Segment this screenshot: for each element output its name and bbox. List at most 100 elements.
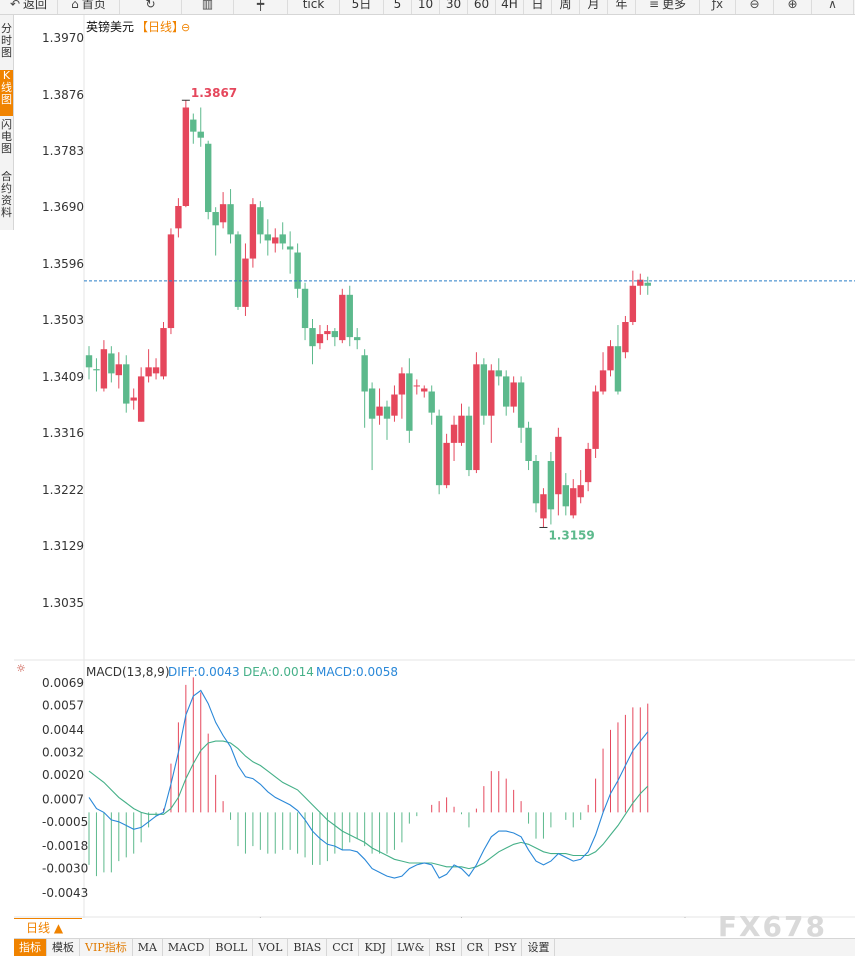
indicator-9[interactable]: KDJ bbox=[359, 939, 392, 956]
candle-body bbox=[532, 460, 540, 504]
sidebar-item-0[interactable]: 分时图 bbox=[1, 23, 12, 59]
toolbar-button-19[interactable]: ⊕ bbox=[774, 0, 812, 14]
indicator-5[interactable]: BOLL bbox=[210, 939, 254, 956]
candle-body bbox=[391, 394, 398, 416]
collapse-icon: ∧ bbox=[828, 0, 837, 11]
candle-body bbox=[346, 294, 353, 338]
indicator-7[interactable]: BIAS bbox=[288, 939, 328, 956]
candlestick-icon: ┿ bbox=[256, 0, 265, 11]
toolbar-button-4[interactable]: ┿ bbox=[234, 0, 288, 14]
candle-body bbox=[450, 424, 458, 443]
price-tick-label: 1.3596 bbox=[42, 257, 84, 271]
price-tick-label: 1.3035 bbox=[42, 596, 84, 610]
toolbar-label: 5 bbox=[393, 0, 402, 11]
candle-body bbox=[227, 204, 234, 235]
macd-tick-label: -0.0018 bbox=[42, 839, 88, 853]
price-tick-label: 1.3970 bbox=[42, 31, 84, 45]
candle-body bbox=[286, 246, 294, 250]
indicator-0[interactable]: 指标 bbox=[14, 939, 47, 956]
toolbar-button-13[interactable]: 周 bbox=[552, 0, 580, 14]
indicator-3[interactable]: MA bbox=[133, 939, 163, 956]
toolbar-button-15[interactable]: 年 bbox=[608, 0, 636, 14]
indicator-1[interactable]: 模板 bbox=[47, 939, 80, 956]
candle-body bbox=[212, 212, 219, 226]
toolbar-button-6[interactable]: 5日 bbox=[340, 0, 384, 14]
candle-body bbox=[607, 346, 614, 371]
period-tab-daily[interactable]: 日线 ▲ bbox=[14, 918, 82, 937]
toolbar-button-18[interactable]: ⊖ bbox=[736, 0, 774, 14]
indicator-13[interactable]: PSY bbox=[489, 939, 523, 956]
candle-body bbox=[309, 328, 316, 347]
candle-body bbox=[443, 442, 450, 486]
period-label: 【日线】 bbox=[136, 20, 184, 34]
toolbar-button-14[interactable]: 月 bbox=[580, 0, 608, 14]
symbol-title: 英镑美元 bbox=[86, 19, 134, 34]
candle-body bbox=[599, 370, 607, 392]
toolbar-button-2[interactable]: ↻ bbox=[120, 0, 182, 14]
toolbar-button-5[interactable]: tick bbox=[288, 0, 340, 14]
price-tick-label: 1.3409 bbox=[42, 370, 84, 384]
toolbar-button-3[interactable]: ▥ bbox=[182, 0, 234, 14]
candle-body bbox=[182, 107, 190, 206]
top-toolbar: ↶ 返回 ⌂ 首页 ↻ ▥ ┿ tick 5日 5 10 30 60 4H 日周月年 ≡ 更多 ƒx ⊖ ⊕ ∧ bbox=[0, 0, 855, 15]
candle-body bbox=[160, 328, 167, 377]
toolbar-button-11[interactable]: 4H bbox=[496, 0, 524, 14]
toolbar-label: 30 bbox=[445, 0, 462, 11]
candle-body bbox=[301, 288, 309, 329]
candle-body bbox=[488, 370, 495, 416]
indicator-bar: 指标 模板 VIP指标 MA MACD BOLL VOL BIAS CCI KDJ LW& RSI CR… bbox=[14, 938, 855, 956]
candle-body bbox=[510, 382, 517, 407]
macd-tick-label: -0.0030 bbox=[42, 862, 88, 876]
menu-icon: ≡ bbox=[648, 0, 660, 11]
candle-body bbox=[219, 204, 227, 223]
toolbar-button-12[interactable]: 日 bbox=[524, 0, 552, 14]
candle-body bbox=[629, 285, 637, 323]
candle-body bbox=[458, 415, 465, 443]
candle-body bbox=[361, 355, 368, 392]
candle-body bbox=[272, 237, 279, 244]
toolbar-button-0[interactable]: ↶ 返回 bbox=[0, 0, 58, 14]
candle-body bbox=[614, 346, 622, 392]
toolbar-button-8[interactable]: 10 bbox=[412, 0, 440, 14]
macd-title: MACD(13,8,9) bbox=[86, 665, 170, 679]
sidebar-item-3[interactable]: 合约资料 bbox=[1, 171, 12, 219]
candle-body bbox=[517, 382, 525, 428]
indicator-14[interactable]: 设置 bbox=[522, 939, 556, 956]
toolbar-label: tick bbox=[302, 0, 325, 11]
sidebar-item-2[interactable]: 闪电图 bbox=[1, 119, 12, 155]
toolbar-label: 首页 bbox=[81, 0, 106, 11]
candle-body bbox=[547, 460, 555, 510]
toolbar-label: 60 bbox=[473, 0, 490, 11]
candle-body bbox=[257, 207, 264, 235]
indicator-6[interactable]: VOL bbox=[253, 939, 289, 956]
indicator-8[interactable]: CCI bbox=[327, 939, 360, 956]
indicator-2[interactable]: VIP指标 bbox=[80, 939, 133, 956]
toolbar-label: 年 bbox=[615, 0, 628, 11]
sidebar-item-1[interactable]: K线图 bbox=[0, 70, 13, 116]
indicator-12[interactable]: CR bbox=[462, 939, 490, 956]
candle-body bbox=[152, 367, 160, 374]
candle-body bbox=[175, 205, 182, 229]
toolbar-button-1[interactable]: ⌂ 首页 bbox=[58, 0, 120, 14]
toolbar-label: 周 bbox=[559, 0, 572, 11]
candle-body bbox=[376, 406, 383, 416]
toolbar-button-20[interactable]: ∧ bbox=[812, 0, 854, 14]
toolbar-button-7[interactable]: 5 bbox=[384, 0, 412, 14]
toolbar-label: 10 bbox=[417, 0, 434, 11]
candle-body bbox=[540, 494, 547, 519]
candle-body bbox=[242, 258, 249, 307]
toolbar-button-16[interactable]: ≡ 更多 bbox=[636, 0, 700, 14]
kline-chart[interactable]: 1.3970 1.3876 1.3783 1.3690 1.3596 1.3503 1.34… bbox=[0, 0, 855, 918]
toolbar-button-17[interactable]: ƒx bbox=[700, 0, 736, 14]
candle-body bbox=[234, 234, 242, 307]
candle-body bbox=[115, 364, 122, 376]
toolbar-button-9[interactable]: 30 bbox=[440, 0, 468, 14]
low-price-label: 1.3159 bbox=[548, 528, 594, 542]
candle-body bbox=[577, 485, 584, 498]
indicator-4[interactable]: MACD bbox=[163, 939, 211, 956]
indicator-10[interactable]: LW& bbox=[392, 939, 431, 956]
indicator-11[interactable]: RSI bbox=[430, 939, 462, 956]
high-price-label: 1.3867 bbox=[191, 86, 237, 100]
toolbar-button-10[interactable]: 60 bbox=[468, 0, 496, 14]
candle-body bbox=[465, 415, 473, 471]
